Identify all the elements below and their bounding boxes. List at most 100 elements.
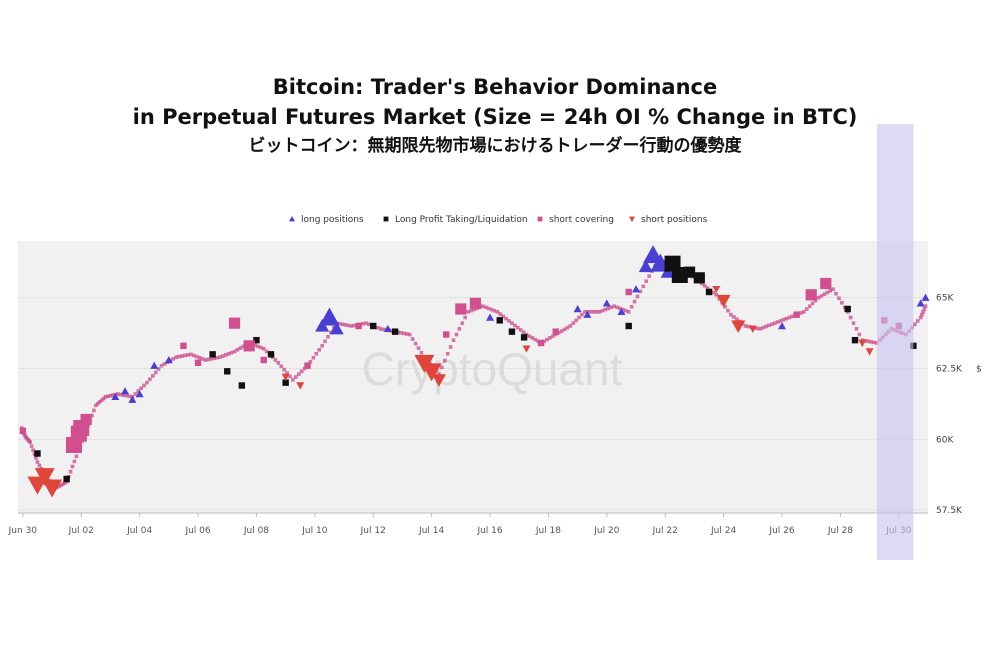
- profit-taking-point: [625, 322, 632, 330]
- price-marker: [361, 321, 365, 326]
- price-marker: [442, 358, 447, 363]
- short-point: [865, 348, 874, 356]
- price-marker: [920, 312, 924, 317]
- long-point: [602, 299, 611, 307]
- price-marker: [848, 315, 853, 320]
- price-marker: [188, 352, 193, 357]
- price-marker: [326, 334, 330, 339]
- price-marker: [483, 305, 488, 310]
- price-marker: [565, 325, 570, 330]
- price-marker: [209, 357, 213, 361]
- price-marker: [343, 323, 348, 327]
- price-marker: [723, 304, 727, 309]
- price-marker: [857, 332, 862, 337]
- price-marker: [72, 459, 77, 464]
- price-marker: [407, 332, 412, 337]
- long-point: [583, 310, 592, 318]
- profit-taking-point: [844, 305, 851, 313]
- price-marker: [699, 281, 704, 286]
- price-marker: [533, 337, 538, 342]
- price-marker: [180, 354, 184, 358]
- price-marker: [921, 310, 925, 314]
- price-marker: [819, 294, 824, 298]
- price-marker: [799, 311, 803, 315]
- short-covering-point: [19, 427, 27, 435]
- profit-taking-point: [63, 475, 70, 483]
- price-marker: [831, 287, 835, 291]
- profit-taking-point: [238, 382, 246, 389]
- short-covering-point: [243, 340, 255, 352]
- price-marker: [206, 357, 211, 362]
- price-marker: [381, 327, 386, 332]
- price-marker: [530, 336, 535, 340]
- short-covering-point: [805, 289, 817, 301]
- price-marker: [191, 353, 196, 358]
- price-marker: [31, 448, 35, 452]
- price-marker: [419, 350, 424, 355]
- chart-title: Bitcoin: Trader's Behavior Dominance in …: [0, 72, 990, 160]
- price-marker: [291, 378, 295, 382]
- price-marker: [153, 370, 158, 375]
- long-point: [128, 395, 137, 403]
- price-marker: [235, 348, 240, 352]
- grid-lines: [18, 297, 928, 511]
- price-marker: [194, 354, 199, 359]
- x-tick-label: Jul 14: [418, 526, 444, 536]
- short-covering-point: [793, 311, 800, 318]
- price-marker: [635, 294, 640, 299]
- price-marker: [621, 307, 625, 312]
- price-marker: [115, 392, 120, 396]
- price-marker: [702, 283, 707, 288]
- price-marker: [466, 310, 470, 314]
- price-marker: [70, 464, 75, 469]
- short-point: [716, 294, 731, 308]
- long-point: [916, 299, 925, 307]
- price-marker: [825, 290, 830, 295]
- price-marker: [375, 325, 380, 330]
- price-marker: [94, 403, 98, 408]
- price-marker: [746, 324, 751, 329]
- long-point: [632, 285, 641, 293]
- x-tick-label: Jul 06: [184, 526, 210, 536]
- watermark-text: CryptoQuant: [362, 343, 623, 395]
- price-marker: [451, 338, 456, 342]
- price-marker: [810, 301, 815, 306]
- price-marker: [729, 312, 733, 317]
- long-point: [164, 356, 173, 364]
- price-marker: [133, 392, 138, 396]
- price-marker: [501, 314, 505, 319]
- price-marker: [618, 306, 622, 311]
- price-marker: [273, 358, 278, 362]
- profit-taking-point: [391, 328, 399, 335]
- price-marker: [772, 321, 777, 325]
- legend-label: short positions: [641, 215, 708, 225]
- legend-label: Long Profit Taking/Liquidation: [395, 215, 528, 225]
- price-marker: [486, 306, 491, 311]
- price-marker: [59, 483, 63, 488]
- price-marker: [518, 328, 523, 332]
- long-legend-marker: [289, 216, 295, 222]
- price-marker: [57, 484, 61, 489]
- price-marker: [743, 324, 748, 328]
- price-marker: [840, 300, 844, 305]
- short-point: [731, 320, 746, 333]
- price-marker: [784, 316, 789, 321]
- long-point: [111, 392, 120, 401]
- price-marker: [259, 345, 263, 350]
- x-tick-label: Jul 16: [476, 526, 502, 536]
- price-marker: [615, 305, 619, 310]
- price-marker: [580, 312, 584, 317]
- short-covering-legend-marker: [537, 216, 543, 222]
- short-covering-point: [625, 288, 632, 296]
- price-marker: [577, 315, 581, 320]
- price-marker: [758, 327, 762, 331]
- price-marker: [489, 307, 494, 312]
- price-marker: [337, 321, 342, 326]
- price-marker: [626, 310, 631, 314]
- price-marker: [279, 364, 284, 369]
- price-marker: [171, 357, 176, 361]
- long-point: [135, 390, 144, 398]
- profit-taking-point: [520, 334, 528, 341]
- long-point: [319, 307, 340, 326]
- price-marker: [296, 372, 301, 376]
